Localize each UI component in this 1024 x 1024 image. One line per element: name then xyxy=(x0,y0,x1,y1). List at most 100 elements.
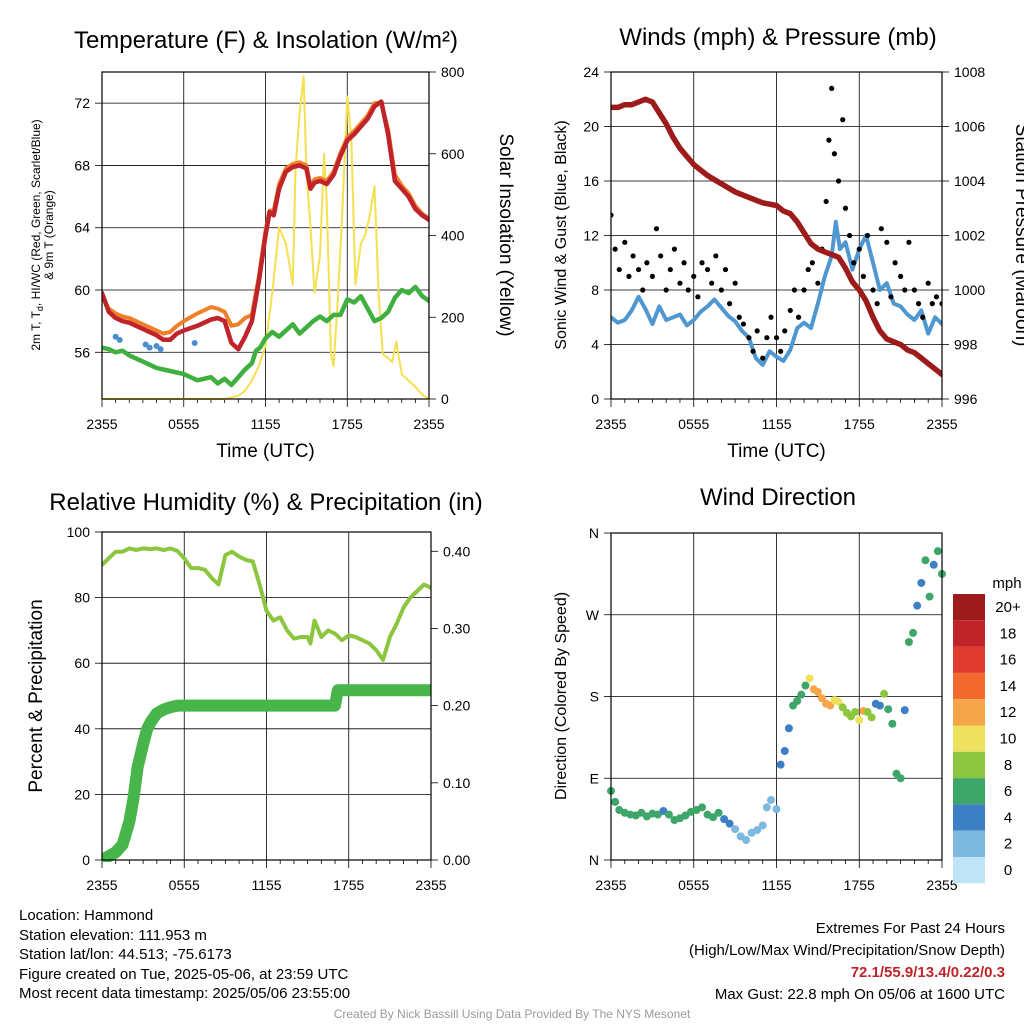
pressure-series-line xyxy=(611,96,942,378)
direction-point xyxy=(664,810,673,819)
y-tick-label: N xyxy=(589,525,599,541)
direction-point xyxy=(851,707,860,716)
x-axis-label: Time (UTC) xyxy=(216,441,315,462)
gust-point xyxy=(782,328,788,334)
y2-tick-label: 200 xyxy=(441,309,465,325)
direction-point xyxy=(742,836,751,845)
x-tick-label: 0555 xyxy=(169,877,200,893)
y-axis-label: Sonic Wind & Gust (Blue, Black) xyxy=(553,120,570,349)
gust-point xyxy=(925,280,931,286)
y-tick-label: 60 xyxy=(74,282,90,298)
y-tick-label: 24 xyxy=(583,64,599,80)
direction-point xyxy=(826,701,835,710)
extremes-title: Extremes For Past 24 Hours xyxy=(815,920,1005,937)
y-tick-label: N xyxy=(589,852,599,868)
gust-point xyxy=(727,301,733,307)
y2-tick-label: 1000 xyxy=(954,282,985,298)
gust-point xyxy=(612,246,618,252)
x-tick-label: 2355 xyxy=(595,877,626,893)
legend-label: 0 xyxy=(1004,862,1012,879)
legend-swatch xyxy=(953,672,985,700)
wind-direction-panel: 2355 0555 1155 1755 2355 N E S W N Wind Direction D… xyxy=(553,484,958,893)
y-tick-label: 40 xyxy=(74,721,90,737)
legend-label: 14 xyxy=(1000,678,1017,695)
extremes-info: Extremes For Past 24 Hours (High/Low/Max… xyxy=(689,918,1005,1006)
direction-point xyxy=(880,689,889,698)
direction-point xyxy=(855,716,864,725)
y2-tick-label: 998 xyxy=(954,337,978,353)
gust-point xyxy=(671,246,678,252)
station-info: Location: Hammond Station elevation: 111… xyxy=(19,906,350,1004)
direction-point xyxy=(813,687,822,696)
direction-point xyxy=(784,724,793,733)
wc-point xyxy=(153,343,160,350)
gust-point xyxy=(709,280,715,286)
gust-point xyxy=(791,287,798,293)
plot-frame xyxy=(101,71,430,400)
y2-tick-label: 0.10 xyxy=(443,775,470,791)
direction-point xyxy=(896,774,905,783)
y-tick-label: 0 xyxy=(591,391,599,407)
extremes-values: 72.1/55.9/13.4/0.22/0.3 xyxy=(850,964,1005,981)
wc-point xyxy=(157,346,164,353)
gust-point xyxy=(801,287,807,293)
gust-point xyxy=(732,280,738,286)
y-tick-label: 20 xyxy=(583,119,599,135)
x-tick-label: 2355 xyxy=(415,877,446,893)
gust-point xyxy=(740,321,747,327)
legend-label: 12 xyxy=(1000,704,1017,721)
gust-point xyxy=(691,273,697,279)
gust-point xyxy=(635,266,642,273)
y-tick-label: 72 xyxy=(74,95,90,111)
gust-point xyxy=(658,253,664,259)
y-tick-label: 20 xyxy=(74,786,90,802)
t2m-series-line xyxy=(102,99,429,352)
y-axis-label: Direction (Colored By Speed) xyxy=(553,592,570,800)
series-group xyxy=(102,546,431,862)
gust-point xyxy=(704,266,711,273)
plot-frame xyxy=(101,531,432,861)
wc-point xyxy=(191,339,198,346)
direction-point xyxy=(758,821,767,830)
x-tick-label: 2355 xyxy=(926,877,957,893)
gust-point xyxy=(870,287,876,293)
x-tick-label: 1755 xyxy=(844,877,875,893)
legend-label: 16 xyxy=(1000,652,1017,669)
y2-tick-label: 0.40 xyxy=(443,543,470,559)
legend-swatch xyxy=(953,620,985,647)
direction-point xyxy=(913,601,922,610)
direction-point xyxy=(818,694,827,703)
x-axis-label: Time (UTC) xyxy=(727,441,826,462)
direction-point xyxy=(888,719,897,728)
direction-point xyxy=(805,674,814,683)
gust-point xyxy=(840,117,846,123)
gust-point xyxy=(902,287,908,293)
y2-tick-label: 400 xyxy=(441,228,465,244)
gust-point xyxy=(939,301,942,307)
y2-axis-label: Station Pressure (Maroon) xyxy=(1011,124,1024,347)
legend-title: mph xyxy=(992,575,1021,592)
direction-point xyxy=(772,805,781,814)
legend-swatch xyxy=(953,699,985,726)
direction-point xyxy=(929,560,938,569)
y2-tick-label: 1008 xyxy=(954,64,985,80)
gust-point xyxy=(649,273,655,279)
gust-point xyxy=(815,280,821,286)
wc-point xyxy=(112,333,119,340)
y-axis-label-line1-rest: , HI/WC (Red, Green, Scarlet/Blue) xyxy=(29,119,43,306)
direction-point xyxy=(762,803,771,812)
wind-series-line xyxy=(611,219,942,367)
legend-swatch xyxy=(953,751,985,779)
gust-point xyxy=(760,355,766,361)
wc-point xyxy=(116,336,123,343)
y2-tick-label: 0 xyxy=(441,391,449,407)
speed-legend: mph 20+ 18 16 14 12 10 8 6 4 2 0 xyxy=(953,575,1022,884)
x-tick-label: 1155 xyxy=(761,416,791,432)
legend-label: 10 xyxy=(1000,731,1017,748)
legend-label: 6 xyxy=(1004,783,1012,800)
gust-point xyxy=(699,260,705,266)
gust-point xyxy=(722,266,729,273)
y2-tick-label: 1006 xyxy=(954,119,985,135)
latlon-text: Station lat/lon: 44.513; -75.6173 xyxy=(19,946,232,963)
gust-point xyxy=(898,273,904,279)
